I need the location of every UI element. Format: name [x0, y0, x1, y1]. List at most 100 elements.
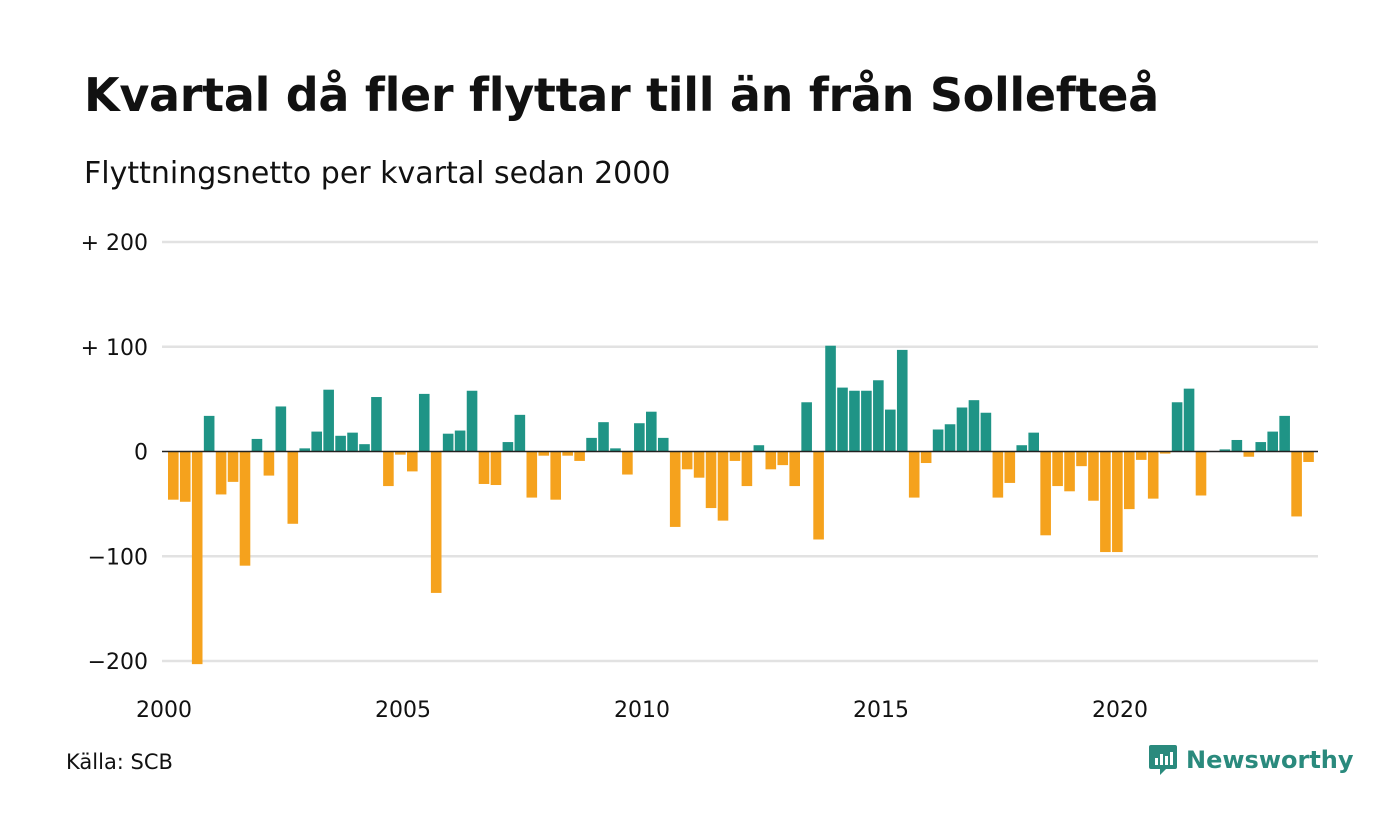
bar — [574, 451, 585, 461]
x-tick-label: 2020 — [1092, 698, 1148, 723]
bar — [741, 451, 753, 487]
bar — [586, 437, 597, 452]
bar — [813, 451, 824, 540]
bar — [693, 451, 705, 478]
bar — [1159, 451, 1171, 454]
bar — [215, 451, 227, 495]
bar — [347, 432, 358, 452]
x-tick-label: 2000 — [136, 698, 192, 723]
bar — [1147, 451, 1159, 499]
bar — [873, 380, 884, 452]
bar — [669, 451, 681, 527]
bar — [1255, 442, 1267, 452]
bar — [311, 431, 322, 452]
bar — [203, 415, 215, 452]
bar — [1267, 431, 1278, 452]
bar — [418, 393, 430, 452]
bar — [1135, 451, 1147, 460]
bar — [801, 402, 812, 452]
chart-subtitle: Flyttningsnetto per kvartal sedan 2000 — [84, 156, 671, 191]
bar — [442, 433, 454, 452]
bar — [490, 451, 502, 486]
bar — [861, 390, 872, 452]
bar — [1291, 451, 1302, 517]
bar — [550, 451, 561, 500]
bar — [920, 451, 932, 464]
bar — [1124, 451, 1135, 510]
bar — [239, 451, 251, 566]
bar — [1112, 451, 1123, 553]
bar — [1219, 449, 1231, 452]
bar — [646, 411, 657, 452]
bar — [956, 407, 968, 452]
bar — [179, 451, 191, 502]
bar — [1088, 451, 1099, 501]
bar — [287, 451, 299, 524]
bar — [538, 451, 550, 456]
y-tick-label: + 100 — [81, 336, 148, 361]
bar — [335, 435, 346, 452]
bar — [849, 390, 860, 452]
bar — [837, 387, 848, 452]
bar — [1183, 388, 1195, 452]
newsworthy-icon — [1149, 745, 1177, 775]
bar — [944, 424, 956, 452]
brand-name: Newsworthy — [1186, 746, 1354, 774]
bar — [825, 345, 836, 452]
bar — [729, 451, 741, 461]
bar — [885, 409, 896, 452]
bar — [992, 451, 1004, 498]
source-note: Källa: SCB — [66, 750, 173, 774]
y-tick-label: 0 — [134, 441, 148, 466]
bar — [789, 451, 800, 487]
y-tick-label: + 200 — [81, 231, 148, 256]
bar — [980, 412, 992, 452]
bar — [1076, 451, 1087, 467]
bar — [1171, 402, 1183, 452]
bar — [562, 451, 573, 456]
bar — [634, 423, 645, 452]
bar — [1040, 451, 1051, 536]
bar — [454, 430, 466, 452]
bar — [598, 422, 609, 452]
y-tick-label: −200 — [88, 650, 148, 675]
bar — [466, 390, 478, 452]
y-tick-label: −100 — [88, 545, 148, 570]
x-tick-label: 2005 — [375, 698, 431, 723]
brand-logo[interactable]: Newsworthy — [1148, 743, 1354, 777]
bar — [502, 442, 514, 452]
bar — [1243, 451, 1255, 457]
bar — [359, 444, 370, 452]
bar — [610, 448, 621, 452]
bar — [299, 448, 311, 452]
bar — [263, 451, 275, 476]
bar — [777, 451, 789, 466]
bar — [1231, 439, 1243, 452]
bar — [526, 451, 538, 498]
bar — [275, 406, 287, 452]
chart-title: Kvartal då fler flyttar till än från Sol… — [84, 68, 1159, 122]
bar — [717, 451, 729, 521]
bars — [168, 345, 1314, 665]
bar — [908, 451, 920, 498]
bar — [1052, 451, 1063, 487]
bar — [383, 451, 394, 487]
bar — [1016, 445, 1028, 452]
bar — [896, 349, 908, 452]
bar — [1004, 451, 1016, 483]
bar — [1100, 451, 1111, 553]
bar — [1195, 451, 1207, 496]
bar — [191, 451, 203, 665]
bar — [227, 451, 239, 482]
bar — [371, 397, 382, 452]
x-tick-label: 2010 — [614, 698, 670, 723]
bar — [705, 451, 717, 509]
bar — [932, 429, 944, 452]
bar — [395, 451, 406, 455]
bar — [1028, 432, 1039, 452]
bar — [681, 451, 693, 470]
bar — [1303, 451, 1314, 462]
bar — [168, 451, 179, 500]
bar — [478, 451, 490, 484]
